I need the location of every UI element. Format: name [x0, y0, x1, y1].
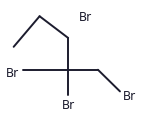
Text: Br: Br: [123, 89, 136, 102]
Text: Br: Br: [6, 66, 19, 79]
Text: Br: Br: [61, 98, 75, 111]
Text: Br: Br: [78, 11, 92, 24]
